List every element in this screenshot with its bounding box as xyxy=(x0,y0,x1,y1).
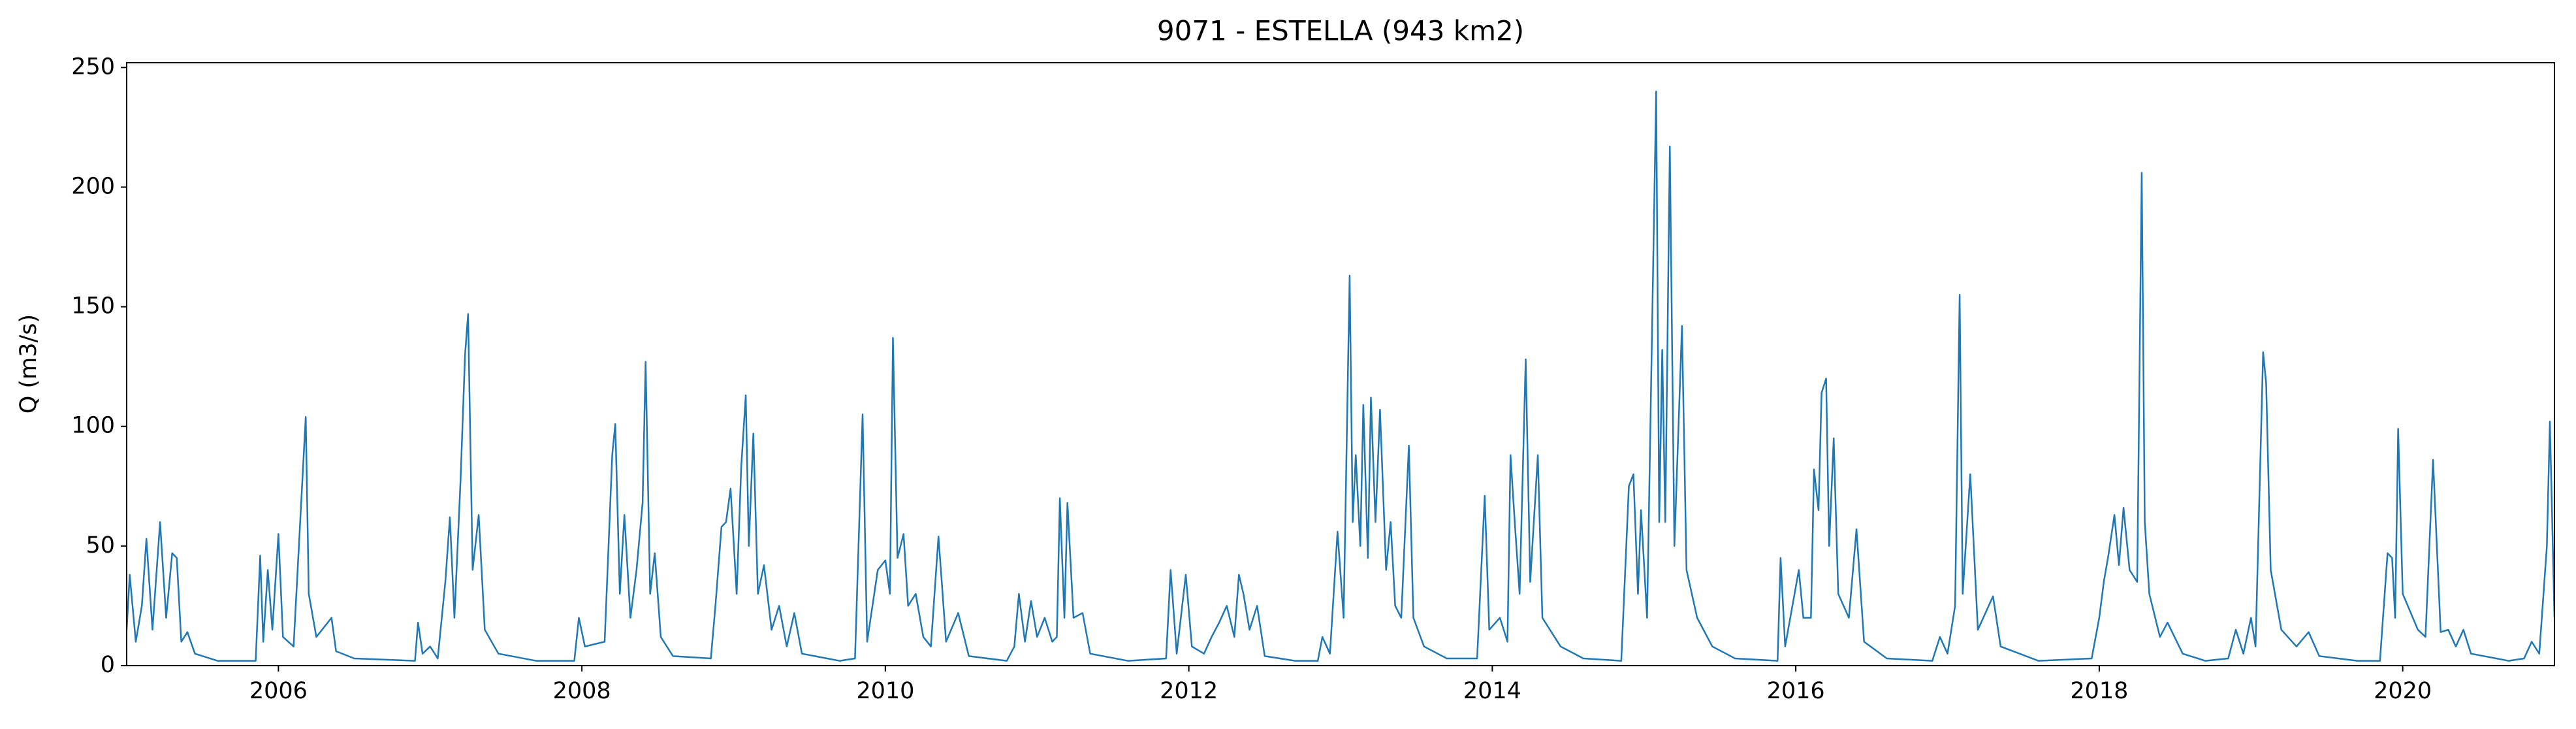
x-tick-label: 2008 xyxy=(553,678,611,704)
series-line xyxy=(127,90,2554,662)
y-tick-label: 200 xyxy=(71,173,115,199)
x-tick-label: 2010 xyxy=(856,678,914,704)
y-tick-label: 100 xyxy=(71,413,115,439)
y-axis-label: Q (m3/s) xyxy=(16,314,42,413)
plot-frame xyxy=(126,62,2555,666)
y-tick-label: 150 xyxy=(71,293,115,319)
x-tick-label: 2014 xyxy=(1463,678,1521,704)
x-tick-label: 2006 xyxy=(249,678,308,704)
y-tick-label: 250 xyxy=(71,54,115,80)
chart-title: 9071 - ESTELLA (943 km2) xyxy=(1157,15,1524,47)
x-tick-label: 2012 xyxy=(1160,678,1218,704)
y-tick-label: 50 xyxy=(86,532,115,559)
x-tick-label: 2020 xyxy=(2374,678,2432,704)
y-tick-label: 0 xyxy=(101,652,115,678)
x-tick-label: 2016 xyxy=(1767,678,1825,704)
x-tick-label: 2018 xyxy=(2070,678,2128,704)
